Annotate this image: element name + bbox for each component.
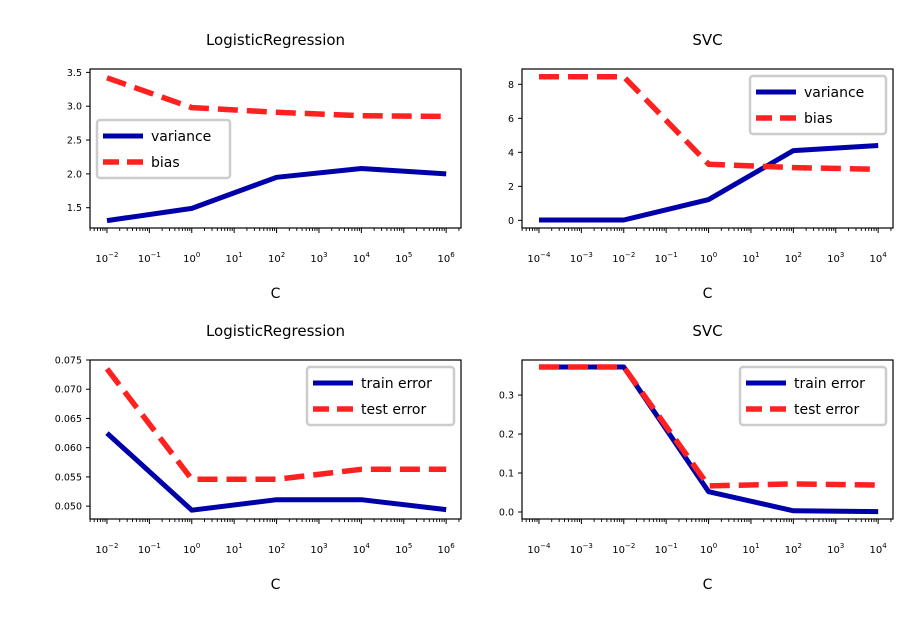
x-tick-label: 10−3: [570, 251, 593, 265]
legend-label: test error: [794, 402, 859, 418]
legend-label: train error: [794, 376, 865, 392]
x-axis-label: C: [271, 286, 281, 302]
legend-label: bias: [151, 155, 180, 171]
chart-panel-4: SVC 0.0 0.1 0.2 0.3 10−4 10−3 10−2 10−1 100 101 102…: [499, 322, 894, 593]
legend: train error test error: [738, 365, 888, 427]
legend-label: train error: [361, 376, 432, 392]
x-tick-label: 103: [827, 542, 844, 556]
y-tick-label: 1.5: [67, 203, 82, 214]
x-tick-label: 100: [700, 251, 717, 265]
y-tick-label: 0.3: [499, 391, 514, 402]
x-tick-label: 10−3: [570, 542, 593, 556]
x-tick-label: 10−2: [95, 251, 118, 265]
x-tick-label: 106: [438, 251, 456, 265]
x-tick-label: 103: [827, 251, 844, 265]
series-line-bias: [539, 73, 879, 173]
y-tick-label: 0.075: [55, 356, 82, 367]
x-tick-label: 106: [438, 542, 456, 556]
series-line-variance: [106, 166, 447, 224]
y-tick-label: 2.0: [67, 169, 82, 180]
legend-label: variance: [804, 85, 864, 101]
x-tick-label: 102: [785, 542, 802, 556]
axes-frame: [521, 68, 894, 229]
axes-frame: [89, 68, 462, 229]
chart-panel-3: LogisticRegression 0.050 0.055 0.060 0.065 0.…: [55, 322, 462, 593]
x-tick-label: 10−4: [527, 542, 551, 556]
y-tick-label: 0.070: [55, 385, 82, 396]
chart-title: LogisticRegression: [206, 31, 345, 49]
y-tick-label: 0.1: [499, 469, 514, 480]
x-tick-label: 104: [353, 542, 371, 556]
x-tick-label: 10−2: [95, 542, 118, 556]
chart-panel-2: SVC 0 2 4 6 8 10−4 10−3 10−2 10−1 100 101 102 103 104 C…: [508, 31, 894, 302]
x-tick-label: 100: [183, 542, 200, 556]
x-tick-label: 101: [226, 251, 243, 265]
legend-label: test error: [361, 402, 426, 418]
x-tick-label: 100: [183, 251, 200, 265]
x-tick-label: 10−1: [138, 251, 161, 265]
x-tick-label: 102: [785, 251, 802, 265]
y-tick-label: 0.0: [499, 507, 514, 518]
x-tick-label: 101: [742, 542, 759, 556]
y-tick-label: 4: [508, 148, 514, 159]
x-tick-label: 100: [700, 542, 717, 556]
y-tick-label: 0.2: [499, 430, 514, 441]
x-axis-label: C: [271, 577, 281, 593]
series-line-variance: [539, 143, 879, 223]
x-tick-label: 10−1: [138, 542, 161, 556]
x-tick-label: 102: [268, 251, 285, 265]
legend: train error test error: [305, 365, 456, 427]
legend: variance bias: [95, 118, 232, 180]
y-tick-label: 3.0: [67, 102, 82, 113]
y-tick-label: 3.5: [67, 68, 82, 79]
y-tick-label: 6: [508, 114, 514, 125]
y-tick-label: 2: [508, 182, 514, 193]
y-tick-label: 0.055: [55, 472, 82, 483]
x-tick-label: 101: [742, 251, 759, 265]
x-axis-label: C: [703, 286, 713, 302]
y-tick-label: 0.065: [55, 414, 82, 425]
chart-title: SVC: [692, 322, 722, 340]
x-tick-label: 10−1: [655, 542, 678, 556]
x-tick-label: 103: [310, 251, 327, 265]
x-tick-label: 104: [870, 542, 888, 556]
x-tick-label: 10−2: [612, 251, 635, 265]
series-line-bias: [106, 75, 447, 120]
x-tick-label: 10−4: [527, 251, 551, 265]
x-tick-label: 101: [226, 542, 243, 556]
y-tick-label: 2.5: [67, 136, 82, 147]
chart-title: SVC: [692, 31, 722, 49]
series-line-train-error: [539, 364, 879, 515]
x-tick-label: 104: [353, 251, 371, 265]
x-tick-label: 103: [310, 542, 327, 556]
y-tick-label: 0.060: [55, 443, 82, 454]
x-tick-label: 105: [395, 251, 412, 265]
legend-label: bias: [804, 111, 833, 127]
y-tick-label: 0.050: [55, 502, 82, 513]
x-tick-label: 105: [395, 542, 412, 556]
axes-frame: [89, 359, 462, 520]
legend-label: variance: [151, 129, 211, 145]
x-tick-label: 10−2: [612, 542, 635, 556]
legend: variance bias: [748, 74, 888, 136]
y-tick-label: 8: [508, 80, 514, 91]
chart-title: LogisticRegression: [206, 322, 345, 340]
x-axis-label: C: [703, 577, 713, 593]
series-line-train-error: [105, 431, 447, 513]
chart-panel-1: LogisticRegression 1.5 2.0 2.5 3.0 3.5 10−2 10−…: [67, 31, 462, 302]
axes-frame: [521, 359, 894, 520]
series-line-test-error: [104, 367, 447, 483]
x-tick-label: 104: [870, 251, 888, 265]
y-tick-label: 0: [508, 216, 514, 227]
x-tick-label: 10−1: [655, 251, 678, 265]
x-tick-label: 102: [268, 542, 285, 556]
